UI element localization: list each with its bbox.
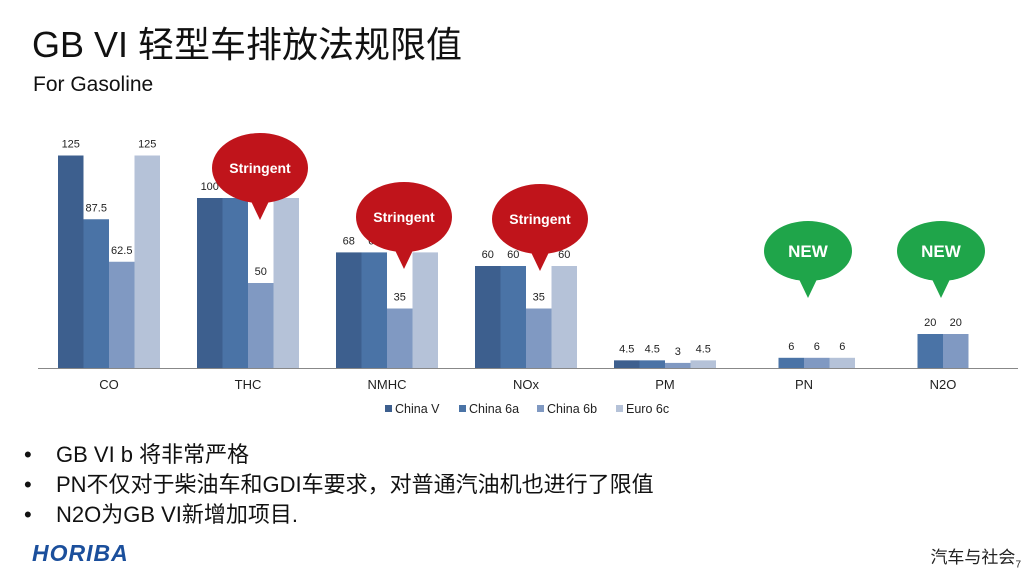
legend-label: China 6a — [469, 402, 519, 416]
data-label: 35 — [394, 292, 406, 304]
legend-swatch — [459, 405, 466, 412]
x-tick-label: NMHC — [368, 377, 407, 392]
bar-nox-china-6b — [526, 308, 552, 368]
callout-bubble — [897, 221, 985, 281]
callout-text: NEW — [788, 242, 829, 261]
bar-nmhc-euro-6c — [412, 252, 438, 368]
watermark-text: 汽车与社会 — [930, 548, 1016, 567]
data-label: 4.5 — [645, 343, 660, 355]
data-label: 4.5 — [619, 343, 634, 355]
watermark: 汽车与社会7 — [930, 543, 1021, 570]
data-label: 6 — [814, 341, 820, 353]
emission-limits-chart: 12510068604.587.568604.562062.5503535362… — [38, 133, 1018, 416]
legend-label: China 6b — [547, 402, 597, 416]
bar-co-euro-6c — [134, 155, 160, 368]
data-label: 6 — [788, 341, 794, 353]
bullet-item: • N2O为GB VI新增加项目. — [24, 502, 299, 527]
legend-swatch — [385, 405, 392, 412]
x-tick-label: PM — [655, 377, 675, 392]
callout-text: NEW — [921, 242, 962, 261]
data-label: 20 — [950, 317, 962, 329]
data-label: 3 — [675, 346, 681, 358]
callout-bubble — [212, 133, 308, 203]
callout-text: Stringent — [373, 209, 435, 225]
callout-text: Stringent — [229, 160, 291, 176]
page-number: 7 — [1015, 559, 1021, 570]
bar-co-china-6a — [83, 219, 109, 368]
data-label: 68 — [343, 235, 355, 247]
data-label: 125 — [62, 139, 80, 151]
legend-swatch — [537, 405, 544, 412]
data-label: 60 — [482, 249, 494, 261]
x-tick-label: PN — [795, 377, 813, 392]
x-tick-label: THC — [235, 377, 262, 392]
bar-pm-china-v — [614, 360, 640, 368]
bar-thc-china-6b — [248, 283, 274, 368]
bar-thc-china-6a — [222, 198, 248, 368]
data-label: 60 — [507, 249, 519, 261]
bar-nmhc-china-v — [336, 252, 362, 368]
bar-nmhc-china-6a — [361, 252, 387, 368]
legend-label: China V — [395, 402, 440, 416]
bar-thc-china-v — [197, 198, 223, 368]
data-label: 125 — [138, 139, 156, 151]
bullet-item: • PN不仅对于柴油车和GDI车要求，对普通汽油机也进行了限值 — [24, 472, 654, 497]
bullet-item: • GB VI b 将非常严格 — [24, 442, 250, 467]
bullet-text: N2O为GB VI新增加项目. — [56, 502, 299, 527]
data-label: 4.5 — [696, 343, 711, 355]
data-label: 100 — [201, 181, 219, 193]
bullet-text: PN不仅对于柴油车和GDI车要求，对普通汽油机也进行了限值 — [56, 472, 654, 497]
bar-pm-china-6a — [639, 360, 665, 368]
bar-nox-china-6a — [500, 266, 526, 368]
data-label: 60 — [558, 249, 570, 261]
callout-text: Stringent — [509, 211, 571, 227]
x-tick-label: CO — [99, 377, 119, 392]
bullet-text: GB VI b 将非常严格 — [56, 442, 250, 467]
data-label: 6 — [839, 341, 845, 353]
callout-bubble — [764, 221, 852, 281]
data-label: 62.5 — [111, 245, 132, 257]
legend-label: Euro 6c — [626, 402, 669, 416]
bar-n2o-china-6a — [917, 334, 943, 368]
data-label: 35 — [533, 292, 545, 304]
callout-bubble — [492, 184, 588, 254]
bar-thc-euro-6c — [273, 198, 299, 368]
bar-n2o-china-6b — [943, 334, 969, 368]
bar-pn-china-6a — [778, 357, 804, 368]
bar-pn-china-6b — [804, 357, 830, 368]
callout-bubble — [356, 182, 452, 252]
x-tick-label: N2O — [930, 377, 957, 392]
bullet-list: • GB VI b 将非常严格 • PN不仅对于柴油车和GDI车要求，对普通汽油机也… — [24, 440, 654, 530]
slide-subtitle: For Gasoline — [33, 73, 154, 96]
bar-co-china-6b — [109, 261, 135, 368]
bar-nmhc-china-6b — [387, 308, 413, 368]
x-tick-label: NOx — [513, 377, 540, 392]
data-label: 87.5 — [86, 202, 107, 214]
legend-swatch — [616, 405, 623, 412]
horiba-logo: HORIBA — [32, 540, 129, 566]
bar-nox-euro-6c — [551, 266, 577, 368]
bar-pm-euro-6c — [690, 360, 716, 368]
bar-pm-china-6b — [665, 362, 691, 368]
slide-title: GB VI 轻型车排放法规限值 — [32, 24, 463, 65]
bar-pn-euro-6c — [829, 357, 855, 368]
bar-nox-china-v — [475, 266, 501, 368]
data-label: 20 — [924, 317, 936, 329]
data-label: 50 — [255, 266, 267, 278]
bar-co-china-v — [58, 155, 84, 368]
